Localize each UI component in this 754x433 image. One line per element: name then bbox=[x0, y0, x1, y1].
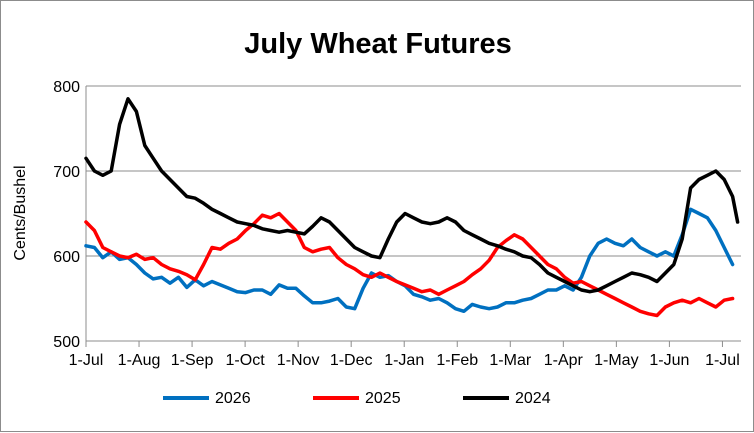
x-tick-label: 1-Nov bbox=[277, 352, 320, 369]
chart-title: July Wheat Futures bbox=[244, 28, 512, 60]
x-tick-label: 1-Jun bbox=[649, 352, 689, 369]
series-layer bbox=[84, 97, 740, 318]
legend-label: 2025 bbox=[365, 390, 401, 407]
x-tick-label: 1-Jul bbox=[705, 352, 740, 369]
y-tick-label: 500 bbox=[53, 334, 80, 351]
x-tick-label: 1-Sep bbox=[171, 352, 214, 369]
series-line-2025 bbox=[84, 211, 735, 318]
series-line-2024 bbox=[84, 97, 740, 294]
series-line-2026 bbox=[84, 207, 735, 314]
x-tick-label: 1-Oct bbox=[226, 352, 266, 369]
x-tick-label: 1-Mar bbox=[489, 352, 531, 369]
x-tick-label: 1-Apr bbox=[544, 352, 584, 369]
legend-label: 2024 bbox=[515, 390, 551, 407]
x-tick-label: 1-Dec bbox=[330, 352, 373, 369]
y-axis-label: Cents/Bushel bbox=[12, 165, 29, 260]
axes-layer: 500 600 700 800 1-Jul 1-Aug 1-Sep 1-Oct 1-Nov 1-D… bbox=[53, 79, 741, 369]
legend-label: 2026 bbox=[215, 390, 251, 407]
x-tick-label: 1-May bbox=[594, 352, 638, 369]
x-tick-label: 1-Jul bbox=[69, 352, 104, 369]
y-tick-label: 800 bbox=[53, 79, 80, 96]
x-tick-label: 1-Feb bbox=[436, 352, 478, 369]
y-tick-label: 600 bbox=[53, 249, 80, 266]
x-tick-label: 1-Jan bbox=[384, 352, 424, 369]
y-tick-label: 700 bbox=[53, 164, 80, 181]
grid-layer bbox=[86, 85, 741, 257]
legend: 2026 2025 2024 bbox=[163, 390, 551, 407]
x-tick-label: 1-Aug bbox=[118, 352, 161, 369]
